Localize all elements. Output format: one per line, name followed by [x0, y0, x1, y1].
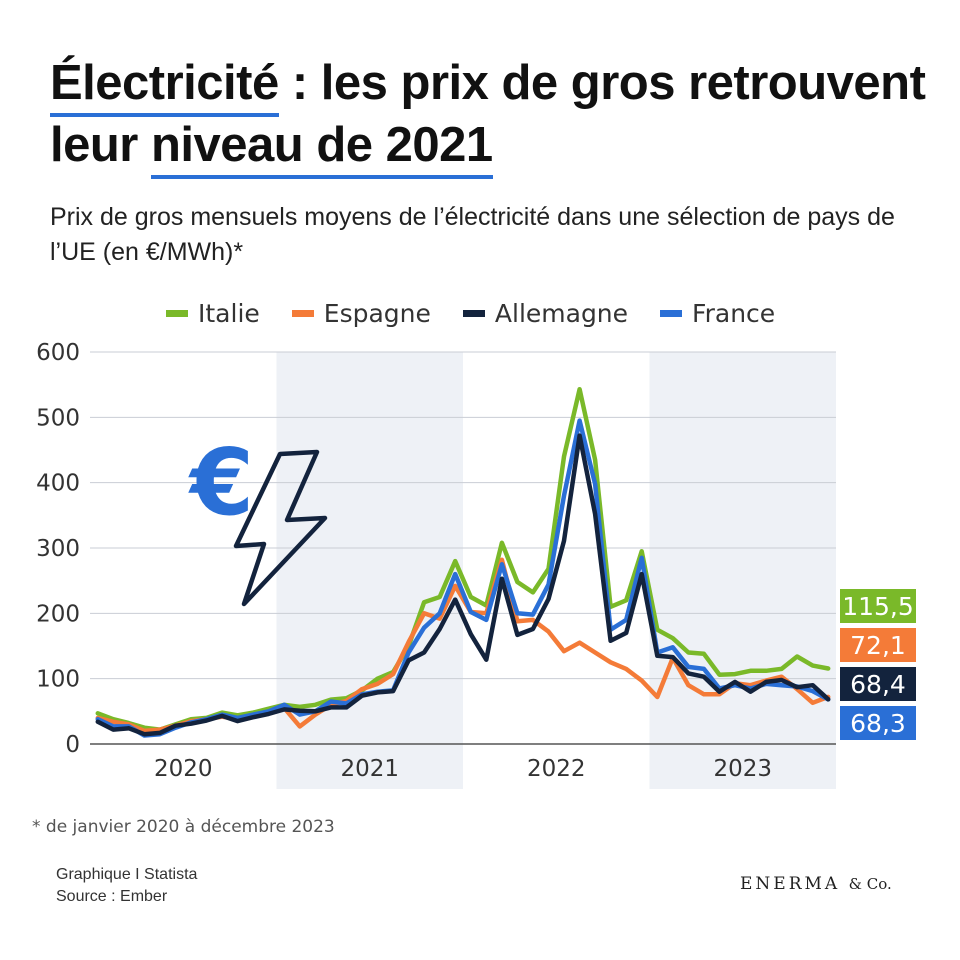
lightning-icon [233, 449, 328, 607]
y-tick-label: 300 [36, 536, 80, 562]
legend-item-italie: Italie [166, 299, 260, 328]
x-year-label: 2020 [154, 756, 213, 782]
end-badge-value: 72,1 [850, 631, 906, 660]
legend-swatch-espagne [291, 309, 314, 317]
end-badge-france: 68,3 [840, 706, 916, 740]
end-badge-bg [840, 706, 916, 740]
y-tick-label: 200 [36, 601, 80, 627]
legend-item-france: France [660, 299, 775, 328]
euro-icon: € [188, 429, 254, 536]
legend-swatch-france [660, 309, 683, 317]
legend-item-espagne: Espagne [291, 298, 431, 328]
title-middle: : les prix de gros retrouvent leur [50, 56, 926, 172]
credit-source: Source : Ember [56, 888, 168, 905]
footnote: * de janvier 2020 à décembre 2023 [32, 817, 335, 837]
end-badge-value: 68,3 [850, 709, 906, 738]
end-badge-value: 68,4 [850, 670, 906, 699]
end-value-badges: 115,5 72,1 68,4 68,3 [840, 589, 916, 740]
legend-label-italie: Italie [198, 298, 260, 328]
legend-item-allemagne: Allemagne [462, 298, 629, 328]
brand-name: ENERMA [740, 874, 841, 894]
brand-suffix: & Co. [848, 875, 892, 893]
end-badge-allemagne: 68,4 [840, 667, 916, 701]
legend-swatch-allemagne [462, 309, 485, 317]
source-credit: Graphique I Statista Source : Ember [56, 864, 197, 908]
x-year-label: 2023 [713, 756, 772, 782]
y-tick-label: 500 [36, 405, 80, 431]
year-band-2021 [276, 352, 463, 789]
y-axis-ticks: 0 100 200 300 400 500 600 [36, 340, 80, 758]
chart-subtitle: Prix de gros mensuels moyens de l’électr… [50, 203, 895, 266]
x-year-label: 2022 [527, 756, 586, 782]
year-bands [276, 352, 836, 789]
chart-title: Électricité : les prix de gros retrouven… [50, 52, 930, 179]
end-badge-value: 115,5 [842, 592, 914, 621]
end-badge-bg [840, 667, 916, 701]
y-tick-label: 400 [36, 471, 80, 497]
legend-label-allemagne: Allemagne [494, 298, 629, 328]
end-badge-italie: 115,5 [840, 589, 916, 623]
chart-legend: Italie Espagne Allemagne France [166, 296, 775, 330]
legend-label-france: France [692, 298, 776, 328]
y-tick-label: 100 [36, 667, 80, 693]
credit-graphique: Graphique I Statista [56, 866, 198, 883]
euro-lightning-icon: € [188, 429, 328, 607]
x-year-label: 2021 [340, 756, 399, 782]
year-band-2023 [649, 352, 836, 789]
line-chart: 0 100 200 300 400 500 600 2020 2021 2022 2023 € 1… [36, 340, 916, 789]
end-badge-bg [840, 628, 916, 662]
end-badge-espagne: 72,1 [840, 628, 916, 662]
title-highlight-electricite: Électricité [50, 56, 279, 117]
x-axis-year-labels: 2020 2021 2022 2023 [154, 756, 772, 782]
title-highlight-niveau: niveau de 2021 [150, 118, 493, 179]
legend-swatch-italie [166, 309, 188, 317]
y-tick-label: 600 [36, 340, 80, 366]
series-line-allemagne [95, 433, 831, 737]
series-lines [95, 386, 831, 738]
end-badge-bg [840, 589, 916, 623]
legend-label-espagne: Espagne [323, 298, 431, 328]
brand-logo: ENERMA & Co. [740, 874, 892, 894]
y-tick-label: 0 [65, 732, 80, 758]
